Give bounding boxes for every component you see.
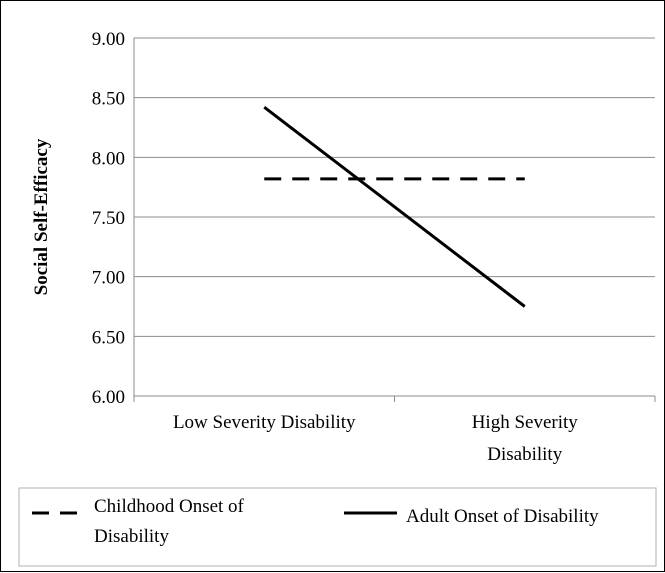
x-tick-labels: Low Severity Disability High Severity Disa… [173, 412, 578, 465]
y-tick-label: 9.00 [92, 29, 125, 50]
legend-label-line2: Disability [94, 526, 169, 547]
y-tick-label: 7.50 [92, 208, 125, 229]
legend-box [18, 487, 657, 567]
legend-label: Childhood Onset of [94, 496, 245, 517]
y-tick-labels: 6.00 6.50 7.00 7.50 8.00 8.50 9.00 [92, 29, 125, 408]
legend-label: Adult Onset of Disability [406, 506, 599, 527]
legend: Childhood Onset of Disability Adult Onset … [32, 496, 599, 547]
series-line-adult-onset [263, 106, 526, 308]
y-tick-label: 8.00 [92, 148, 125, 169]
y-tick-label: 6.50 [92, 327, 125, 348]
x-tick-label: High Severity [472, 412, 579, 433]
x-tick-label: Low Severity Disability [173, 412, 356, 433]
x-tick-label-line2: Disability [487, 444, 562, 465]
y-tick-label: 7.00 [92, 268, 125, 289]
gridlines [134, 37, 655, 337]
series-lines [263, 106, 526, 308]
y-tick-label: 8.50 [92, 89, 125, 110]
x-ticks [133, 396, 656, 402]
y-tick-label: 6.00 [92, 387, 125, 408]
y-axis-label: Social Self-Efficacy [31, 138, 52, 295]
